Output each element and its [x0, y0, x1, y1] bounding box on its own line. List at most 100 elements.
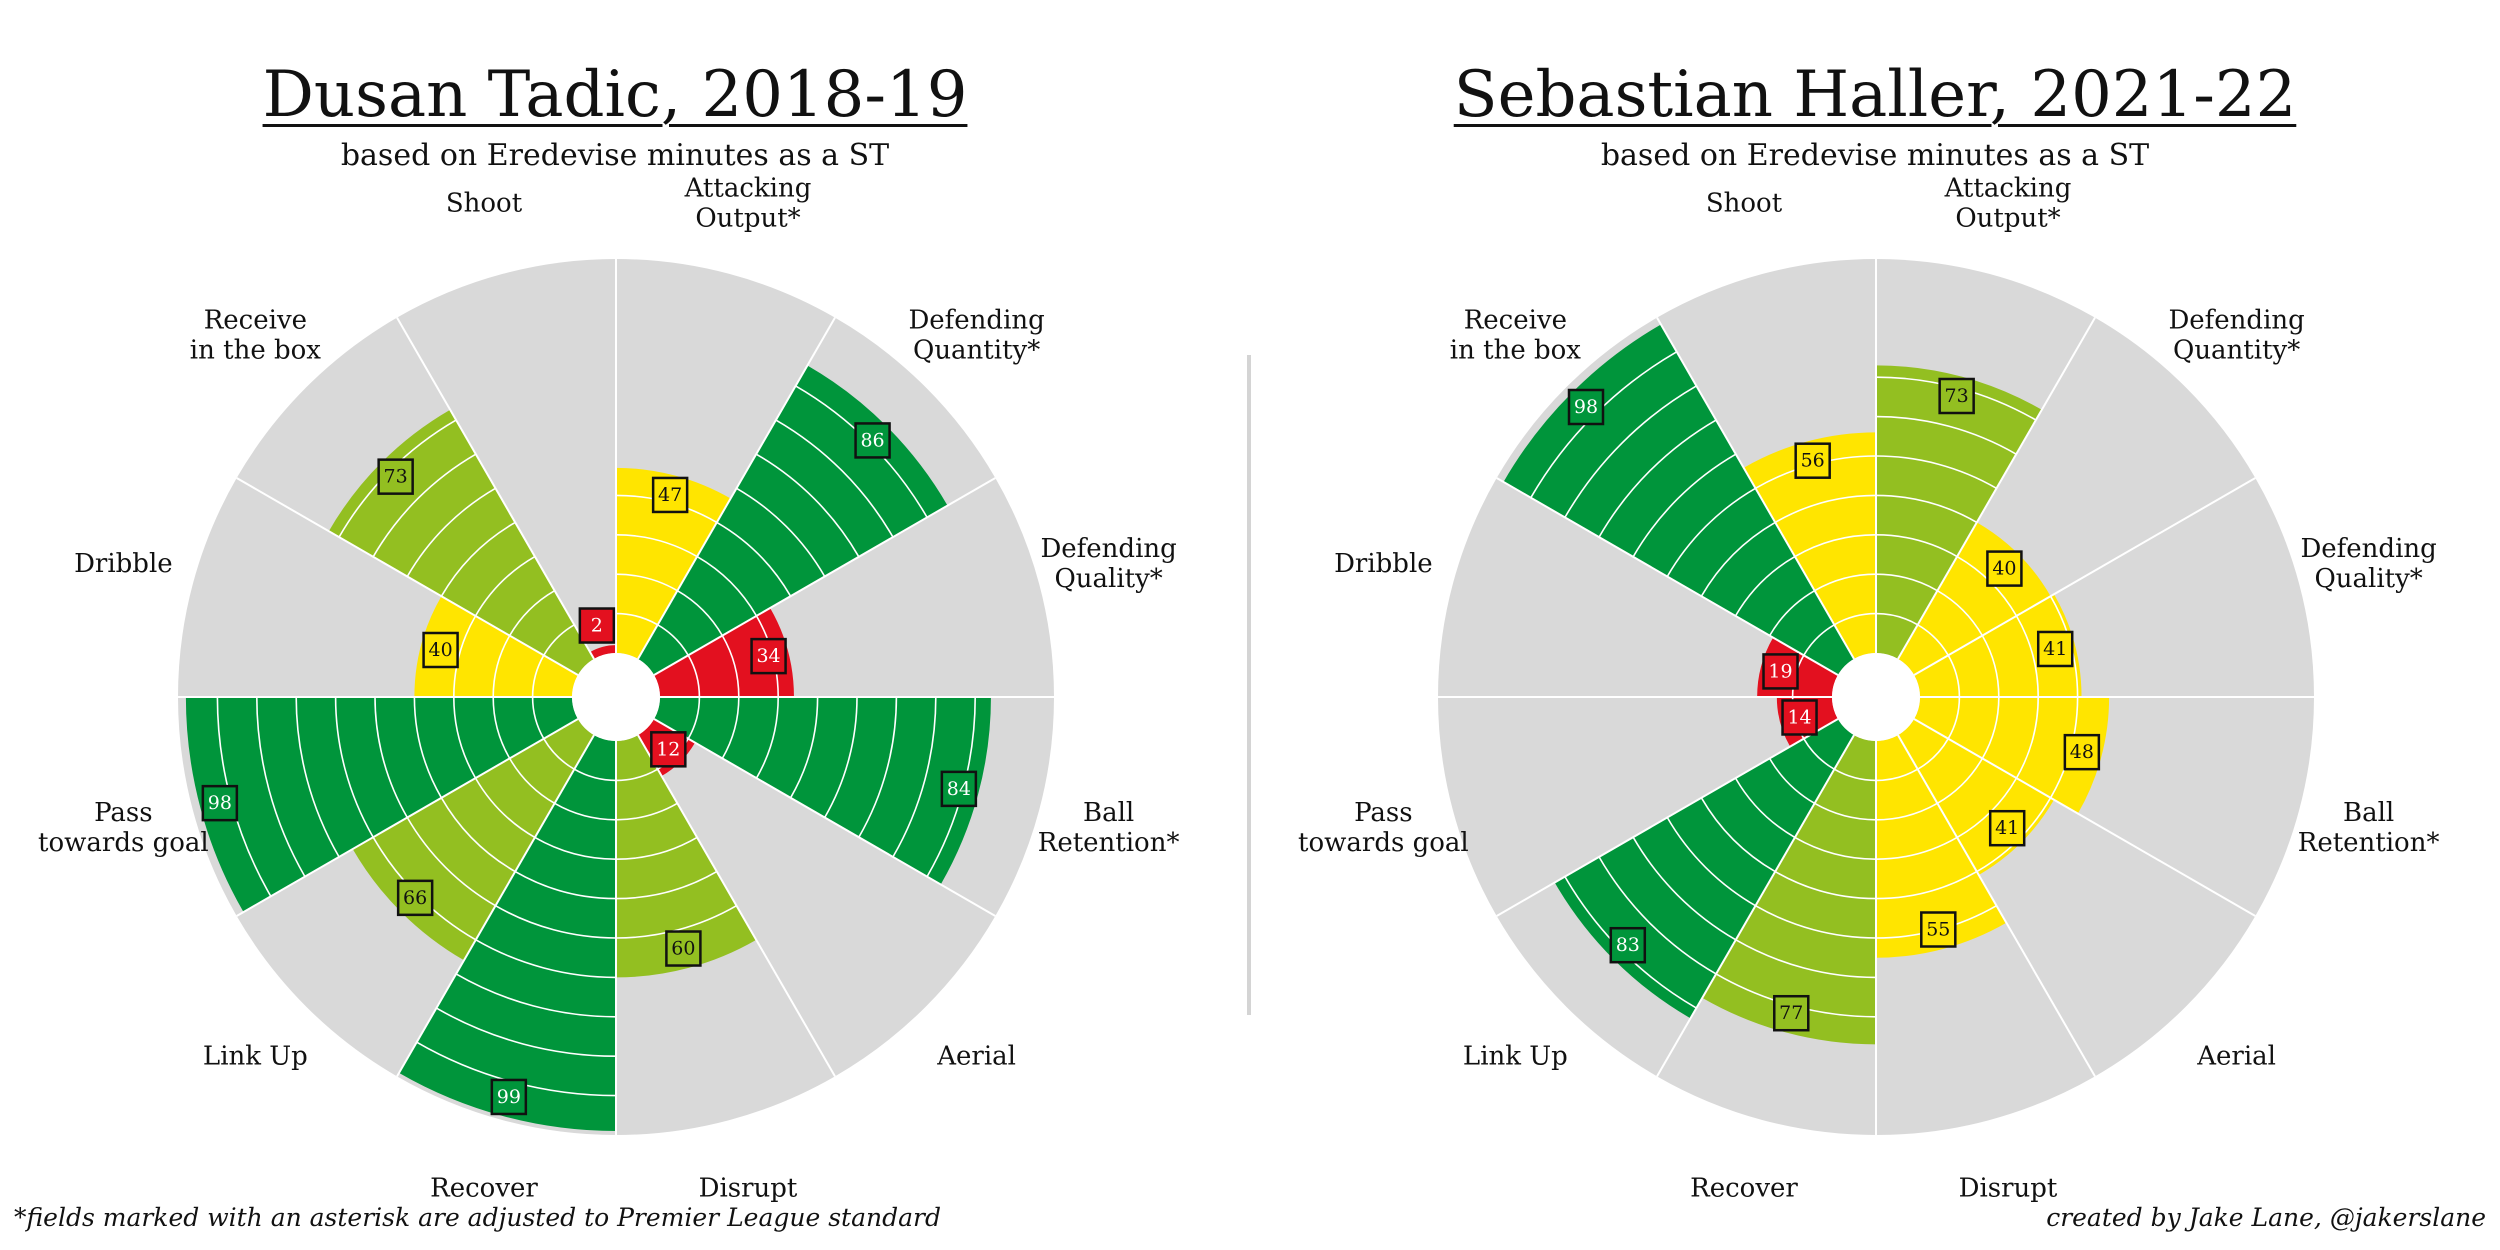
right-value-label-6: 55: [1920, 911, 1957, 948]
right-grid-arc: [1875, 836, 1958, 860]
right-grid-arc: [1875, 415, 2017, 455]
svg-text:98: 98: [1574, 396, 1598, 418]
right-bar-4: [1914, 697, 2110, 814]
left-value-label-12: 2: [578, 607, 616, 644]
left-grid-arc: [736, 487, 826, 577]
left-grid-arc: [573, 768, 617, 782]
left-grid-arc: [755, 453, 860, 558]
right-chart-subtitle: based on Eredevise minutes as a ST: [1600, 138, 2150, 173]
left-background-wedge: [638, 719, 996, 1077]
right-separator: [1496, 477, 1839, 676]
svg-text:66: 66: [403, 887, 427, 909]
right-category-label-9: Pass towards goal: [1298, 798, 1469, 858]
left-grid-arc: [615, 802, 678, 821]
left-grid-arc: [554, 802, 617, 821]
left-grid-arc: [676, 589, 724, 637]
right-category-label-2: Defending Quantity*: [2168, 305, 2304, 365]
right-grid-arc: [1981, 696, 2000, 759]
left-separator: [637, 317, 836, 660]
left-grid-arc: [615, 905, 737, 939]
svg-text:56: 56: [1801, 450, 1825, 472]
right-background-wedge: [1438, 697, 1838, 916]
svg-text:34: 34: [756, 645, 780, 667]
svg-text:73: 73: [384, 466, 408, 488]
right-grid-arc: [1734, 555, 1796, 617]
right-value-label-3: 41: [2036, 630, 2074, 668]
right-grid-arc: [1794, 534, 1877, 558]
left-grid-arc: [755, 696, 779, 779]
right-value-label-8: 83: [1609, 926, 1647, 964]
left-category-label-9: Pass towards goal: [38, 798, 209, 858]
left-grid-arc: [543, 738, 575, 770]
left-grid-arc: [716, 521, 792, 597]
left-category-label-8: Link Up: [203, 1042, 308, 1072]
left-value-label-3: 34: [750, 637, 787, 675]
left-separator: [653, 718, 996, 917]
left-category-label-7: Recover: [430, 1174, 538, 1204]
left-grid-arc: [453, 615, 477, 698]
left-category-label-3: Defending Quality*: [1040, 534, 1176, 594]
right-value-label-5: 41: [1988, 809, 2026, 847]
right-value-label-10: 19: [1762, 653, 1799, 690]
left-background-wedge: [397, 259, 616, 659]
right-grid-arc: [1774, 494, 1877, 524]
left-separator: [653, 477, 996, 676]
left-grid-arc: [657, 624, 689, 656]
left-grid-arc: [531, 696, 545, 740]
right-grid-arc: [1981, 635, 2000, 698]
left-grid-arc: [615, 870, 718, 900]
right-separator: [1656, 734, 1855, 1077]
left-category-label-4: Ball Retention*: [1038, 798, 1180, 858]
svg-text:40: 40: [1992, 558, 2016, 580]
right-grid-arc: [1666, 817, 1756, 907]
left-grid-arc: [858, 696, 898, 838]
right-category-label-12: Shoot: [1706, 188, 1783, 218]
right-grid-arc: [1700, 521, 1776, 597]
left-category-label-5: Aerial: [936, 1042, 1016, 1072]
right-grid-arc: [2015, 696, 2039, 779]
footnote: *fields marked with an asterisk are adju…: [14, 1203, 941, 1232]
left-grid-arc: [455, 973, 617, 1018]
left-grid-arc: [495, 905, 617, 939]
right-value-label-7: 77: [1773, 994, 1810, 1032]
svg-text:48: 48: [2070, 741, 2094, 763]
left-grid-arc: [508, 589, 556, 637]
left-bar-12: [590, 645, 616, 659]
left-grid-arc: [334, 696, 374, 838]
right-category-label-4: Ball Retention*: [2298, 798, 2440, 858]
credit-line: created by Jake Lane, @jakerslane: [2046, 1203, 2486, 1232]
left-value-label-7: 99: [490, 1078, 528, 1116]
left-grid-arc: [534, 836, 617, 860]
right-grid-arc: [1734, 777, 1796, 839]
right-category-label-10: Dribble: [1334, 549, 1433, 579]
right-separator: [1913, 477, 2256, 676]
left-bar-3: [654, 608, 794, 697]
right-chart-title: Sebastian Haller, 2021-22: [1453, 58, 2297, 132]
right-grid-arc: [2015, 615, 2039, 698]
left-separator: [236, 477, 579, 676]
left-grid-arc: [824, 696, 858, 818]
left-grid-arc: [687, 696, 701, 740]
left-bar-6: [616, 735, 757, 978]
left-value-label-4: 84: [940, 770, 978, 808]
right-category-label-6: Disrupt: [1959, 1174, 2058, 1204]
left-grid-arc: [413, 696, 443, 799]
left-grid-arc: [406, 487, 496, 577]
left-category-label-12: Shoot: [446, 188, 523, 218]
panel-divider: [1247, 355, 1251, 1015]
right-grid-arc: [1735, 939, 1877, 979]
right-separator: [1656, 317, 1855, 660]
right-grid-arc: [1564, 385, 1697, 518]
left-grid-arc: [514, 870, 617, 900]
left-value-label-1: 47: [651, 476, 689, 514]
right-grid-arc: [1833, 612, 1877, 626]
left-grid-arc: [775, 419, 894, 538]
left-grid-arc: [440, 521, 516, 597]
left-bar-9: [185, 697, 578, 913]
right-grid-arc: [1632, 836, 1737, 941]
left-center-hole: [572, 653, 660, 741]
right-separator: [1496, 718, 1839, 917]
right-grid-arc: [1666, 487, 1756, 577]
right-grid-arc: [1875, 802, 1938, 821]
